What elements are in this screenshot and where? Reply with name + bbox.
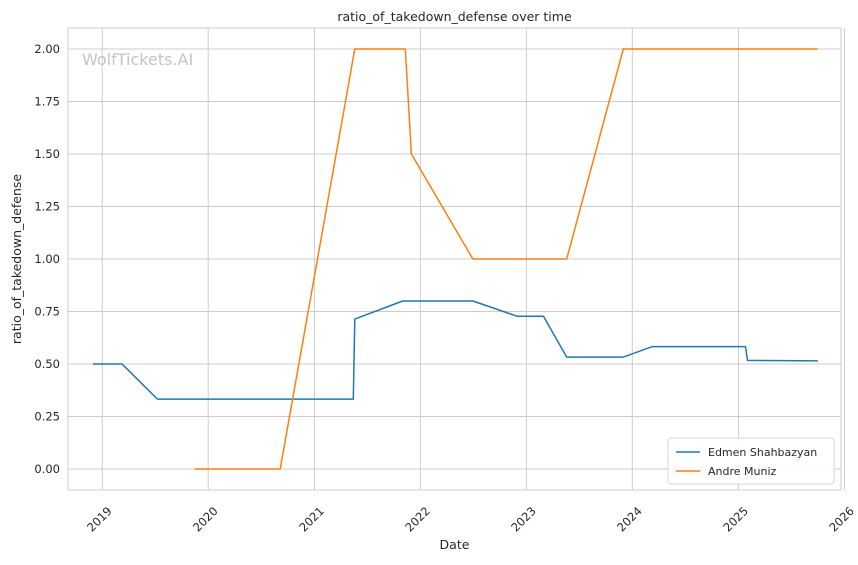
x-tick-label: 2025 bbox=[720, 504, 751, 535]
x-tick-label: 2019 bbox=[84, 504, 115, 535]
legend-label: Edmen Shahbazyan bbox=[708, 446, 817, 459]
watermark: WolfTickets.AI bbox=[82, 50, 193, 69]
y-tick-label: 0.00 bbox=[34, 462, 60, 476]
y-tick-label: 2.00 bbox=[34, 42, 60, 56]
x-tick-label: 2020 bbox=[190, 504, 221, 535]
y-tick-labels: 0.00 0.25 0.50 0.75 1.00 1.25 1.50 1.75 2.00 bbox=[34, 42, 60, 476]
y-tick-label: 1.75 bbox=[34, 95, 60, 109]
legend-label: Andre Muniz bbox=[708, 465, 777, 478]
x-tick-label: 2022 bbox=[402, 504, 433, 535]
y-tick-label: 0.75 bbox=[34, 305, 60, 319]
series-line-1 bbox=[194, 48, 818, 470]
x-axis-title: Date bbox=[440, 537, 470, 552]
y-tick-label: 0.25 bbox=[34, 410, 60, 424]
legend-box bbox=[667, 437, 835, 485]
plot-frame bbox=[67, 27, 842, 491]
y-axis-title: ratio_of_takedown_defense bbox=[9, 174, 24, 345]
x-tick-label: 2024 bbox=[614, 504, 645, 535]
chart-title: ratio_of_takedown_defense over time bbox=[337, 9, 572, 24]
y-tick-label: 0.50 bbox=[34, 357, 60, 371]
x-tick-label: 2021 bbox=[296, 504, 327, 535]
legend: Edmen Shahbazyan Andre Muniz bbox=[667, 437, 835, 485]
x-tick-label: 2026 bbox=[826, 504, 857, 535]
x-tick-label: 2023 bbox=[508, 504, 539, 535]
y-tick-label: 1.50 bbox=[34, 147, 60, 161]
y-tick-label: 1.00 bbox=[34, 252, 60, 266]
y-tick-label: 1.25 bbox=[34, 200, 60, 214]
series-layer bbox=[93, 48, 818, 470]
x-tick-labels: 2019 2020 2021 2022 2023 2024 2025 2026 bbox=[84, 504, 857, 535]
series-line-0 bbox=[93, 300, 818, 400]
